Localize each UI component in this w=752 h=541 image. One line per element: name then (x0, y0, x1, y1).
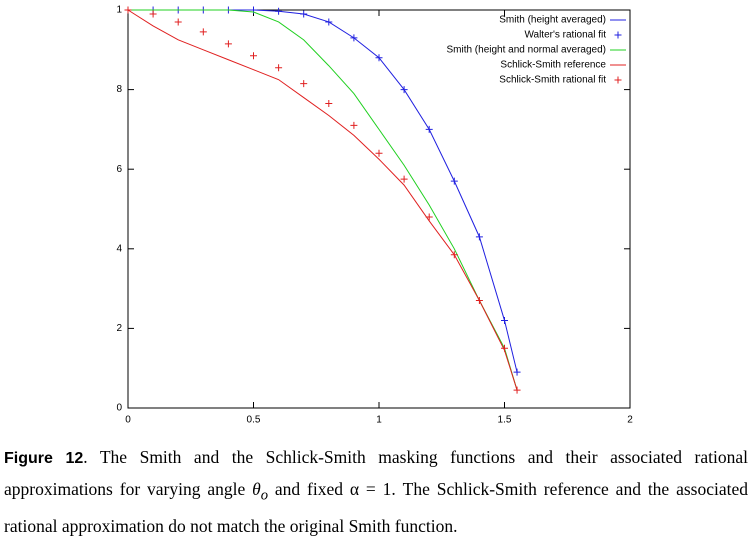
marker (513, 386, 521, 394)
marker (513, 368, 521, 376)
x-tick-label: 2 (627, 415, 633, 426)
y-tick-label: 2 (116, 323, 122, 334)
caption-symbol: θ (252, 479, 261, 499)
legend-label: Walter's rational fit (524, 30, 606, 41)
legend-marker (614, 31, 622, 39)
marker (275, 7, 283, 15)
caption: Figure 12. The Smith and the Schlick-Smi… (4, 442, 748, 541)
marker (375, 54, 383, 62)
marker (475, 233, 483, 241)
marker (275, 64, 283, 72)
marker (375, 149, 383, 157)
marker (501, 316, 508, 324)
marker (425, 125, 433, 133)
marker (174, 18, 182, 26)
marker (400, 86, 408, 94)
marker (450, 177, 458, 185)
series-line (128, 9, 518, 391)
marker (300, 10, 308, 18)
series-line (127, 9, 518, 391)
x-tick-label: 0 (125, 415, 131, 426)
legend-label: Schlick-Smith rational fit (499, 75, 606, 86)
marker (350, 34, 358, 42)
marker (425, 213, 433, 221)
marker (300, 80, 308, 88)
marker (325, 100, 333, 108)
x-tick-label: 1 (376, 415, 382, 426)
y-tick-label: 0 (116, 403, 122, 414)
y-tick-label: 8 (116, 84, 122, 95)
caption-text: and fixed α = 1. The Schlick-Smith refer… (4, 479, 748, 536)
marker (224, 40, 232, 48)
marker (450, 251, 458, 259)
caption-label: Figure 12 (4, 450, 84, 467)
marker (501, 344, 508, 352)
legend-label: Smith (height averaged) (499, 15, 606, 26)
marker (475, 297, 483, 305)
marker (250, 52, 257, 60)
y-tick-label: 4 (116, 243, 122, 254)
y-tick-label: 1 (116, 5, 122, 16)
marker (350, 121, 358, 129)
caption-text: . The Smith and the Schlick-Smith maskin… (4, 447, 748, 499)
marker (325, 18, 333, 26)
marker (400, 175, 408, 183)
x-tick-label: 0.5 (247, 415, 261, 426)
marker (124, 6, 132, 14)
y-tick-label: 6 (116, 164, 122, 175)
series-line (128, 9, 518, 373)
legend-label: Smith (height and normal averaged) (446, 45, 606, 56)
legend-label: Schlick-Smith reference (500, 60, 606, 71)
marker (199, 28, 207, 36)
marker (149, 10, 157, 18)
legend-marker (614, 76, 622, 84)
caption-subscript: o (260, 487, 269, 504)
x-tick-label: 1.5 (498, 415, 512, 426)
